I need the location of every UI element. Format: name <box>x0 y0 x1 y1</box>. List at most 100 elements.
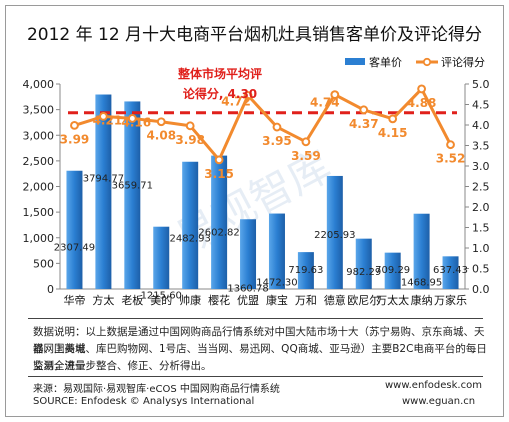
score-value-label: 3.95 <box>262 134 292 148</box>
score-value-label: 3.52 <box>436 152 466 166</box>
score-value-label: 3.59 <box>291 149 321 163</box>
y-right-tick-label: 4.0 <box>472 119 490 132</box>
score-value-label: 3.98 <box>175 133 205 147</box>
y-left-tick-label: 3,000 <box>23 129 55 142</box>
score-series-line <box>74 86 452 163</box>
bar-value-label: 637.43 <box>433 265 468 276</box>
data-note-line1: 数据说明：以上数据是通过中国网购商品行情系统对中国大陆市场十大（苏宁易购、京东商… <box>33 326 485 355</box>
bar-value-label: 1472.30 <box>256 278 297 289</box>
x-category-label: 欧尼尔 <box>347 294 380 307</box>
bar-value-label: 2602.82 <box>198 228 239 239</box>
y-left-tick-label: 2,000 <box>23 181 55 194</box>
score-value-label: 4.74 <box>310 96 340 110</box>
bar-value-label: 709.29 <box>375 265 410 276</box>
x-category-label: 华帝 <box>63 293 85 307</box>
bar-value-label: 2307.49 <box>54 243 95 254</box>
x-category-label: 优盟 <box>237 294 259 307</box>
bar-德意 <box>326 175 343 289</box>
x-category-label: 樱花 <box>208 294 230 307</box>
x-category-label: 康纳 <box>411 293 433 307</box>
score-point-华帝 <box>70 121 79 130</box>
bar-万和 <box>297 252 314 289</box>
score-value-label: 4.72 <box>221 94 251 108</box>
bar-樱花 <box>211 155 228 289</box>
y-right-tick-label: 1.0 <box>472 242 490 255</box>
source-url-eguan: www.eguan.cn <box>402 396 476 407</box>
score-value-label: 4.15 <box>378 126 408 140</box>
y-right-tick-label: 5.0 <box>472 78 490 91</box>
bar-美的 <box>153 226 170 289</box>
y-left-tick-label: 0 <box>47 283 54 296</box>
data-note-line2: 器网上商城、库巴购物网、1号店、当当网、易迅网、QQ商城、亚马逊）主要B2C电商… <box>33 343 487 372</box>
bar-value-label: 719.63 <box>288 265 323 276</box>
bar-康宝 <box>268 213 285 289</box>
y-right-tick-label: 0.5 <box>472 263 490 276</box>
y-right-tick-label: 2.5 <box>472 181 490 194</box>
bar-value-label: 2205.93 <box>314 230 355 241</box>
score-point-帅康 <box>185 121 195 131</box>
y-right-tick-label: 4.5 <box>472 99 490 112</box>
score-point-欧尼尔 <box>359 105 369 115</box>
x-category-label: 康宝 <box>266 293 288 307</box>
bar-value-label: 3794.77 <box>83 174 124 185</box>
score-value-label: 4.21 <box>93 113 123 127</box>
score-value-label: 3.15 <box>204 167 234 181</box>
bar-value-label: 982.29 <box>346 267 381 278</box>
y-right-tick-label: 0.0 <box>472 283 490 296</box>
note-divider-top <box>28 318 483 319</box>
y-right-tick-label: 3.5 <box>472 140 490 153</box>
score-value-label: 4.08 <box>146 129 176 143</box>
bar-华帝 <box>66 170 83 289</box>
score-point-康纳 <box>417 84 427 94</box>
legend-bar-swatch <box>345 58 365 65</box>
score-value-label: 3.99 <box>60 132 90 146</box>
score-point-美的 <box>156 117 166 127</box>
legend-line-marker <box>422 57 432 67</box>
x-category-label: 万和 <box>295 294 317 307</box>
source-en: SOURCE: Enfodesk © Analysys Internationa… <box>33 396 255 407</box>
score-point-方太 <box>98 111 108 121</box>
legend-line-label: 评论得分 <box>441 55 485 69</box>
score-point-德意 <box>330 90 340 100</box>
score-value-label: 4.16 <box>122 115 152 129</box>
y-left-tick-label: 4,000 <box>23 78 55 91</box>
y-left-tick-label: 1,500 <box>23 206 55 219</box>
y-left-tick-label: 1,000 <box>23 232 55 245</box>
source-url-enfodesk: www.enfodesk.com <box>385 380 482 391</box>
x-category-label: 万家乐 <box>434 293 467 307</box>
bar-value-label: 1360.78 <box>227 283 268 294</box>
bar-帅康 <box>182 161 199 289</box>
source-cn: 来源：易观国际·易观智库·eCOS 中国网购商品行情系统 <box>33 384 280 395</box>
x-category-label: 帅康 <box>179 293 201 307</box>
bar-康纳 <box>413 213 430 289</box>
note-divider-bottom <box>28 376 483 377</box>
bar-欧尼尔 <box>355 238 372 289</box>
chart-title: 2012 年 12 月十大电商平台烟机灶具销售客单价及评论得分 <box>26 25 483 45</box>
x-category-label: 万太太 <box>376 294 409 307</box>
score-point-优盟 <box>243 91 253 100</box>
x-category-label: 方太 <box>92 293 114 307</box>
bar-value-label: 3659.71 <box>112 180 153 191</box>
y-right-tick-label: 3.0 <box>472 160 490 173</box>
score-point-樱花 <box>214 155 224 165</box>
bar-万家乐 <box>442 256 459 289</box>
score-point-万家乐 <box>446 140 455 150</box>
bar-老板 <box>124 101 141 289</box>
x-category-label: 德意 <box>324 293 346 307</box>
chart-frame <box>5 5 504 417</box>
y-left-tick-label: 500 <box>33 257 54 270</box>
score-point-老板 <box>127 114 137 123</box>
data-note-line3: 监测，进一步整合、修正、分析得出。 <box>33 360 212 372</box>
score-point-万太太 <box>388 114 398 124</box>
y-right-tick-label: 2.0 <box>472 201 490 214</box>
y-right-tick-label: 1.5 <box>472 222 490 235</box>
score-point-万和 <box>301 137 311 147</box>
legend-bar-label: 客单价 <box>369 55 402 69</box>
x-category-label: 美的 <box>150 293 172 307</box>
score-value-label: 4.37 <box>349 117 379 131</box>
x-category-label: 老板 <box>121 293 143 307</box>
score-point-康宝 <box>272 122 282 132</box>
y-left-tick-label: 3,500 <box>23 104 55 117</box>
bar-方太 <box>95 94 112 289</box>
